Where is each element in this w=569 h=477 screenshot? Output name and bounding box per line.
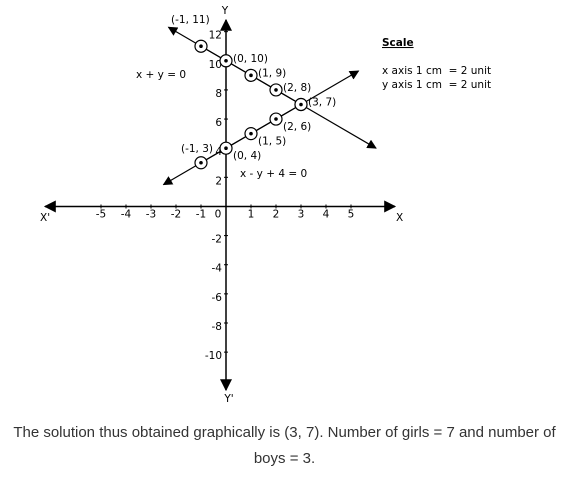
y-tick-label: 12 bbox=[209, 30, 222, 42]
y-tick-label: -4 bbox=[212, 263, 223, 275]
point-label: (1, 5) bbox=[258, 136, 286, 148]
y-tick-label: -6 bbox=[212, 292, 223, 304]
chart: Scale x axis 1 cm = 2 unit y axis 1 cm =… bbox=[40, 5, 491, 405]
y-tick-label: -8 bbox=[212, 321, 222, 333]
axis-label: X bbox=[396, 212, 403, 224]
y-tick-label: -10 bbox=[205, 350, 222, 362]
point-dot bbox=[224, 58, 228, 63]
point-label: (2, 8) bbox=[283, 82, 311, 94]
x-tick-label: -5 bbox=[96, 208, 106, 220]
y-tick-label: 2 bbox=[215, 175, 222, 187]
point-dot bbox=[274, 88, 278, 92]
x-tick-label: 1 bbox=[248, 208, 255, 220]
point-label: (0, 4) bbox=[233, 150, 261, 162]
point-label: (1, 9) bbox=[258, 67, 286, 79]
x-tick-label: 3 bbox=[298, 208, 305, 220]
x-tick-label: 2 bbox=[273, 208, 280, 220]
series-label: x - y + 4 = 0 bbox=[240, 168, 307, 180]
point-dot bbox=[199, 160, 203, 165]
x-tick-label: 0 bbox=[215, 208, 222, 220]
scale-line: y axis 1 cm = 2 unit bbox=[382, 79, 491, 91]
series-label: x + y = 0 bbox=[136, 69, 186, 81]
point-dot bbox=[274, 117, 278, 121]
y-tick-label: 6 bbox=[215, 117, 222, 129]
x-tick-label: -4 bbox=[121, 208, 132, 220]
axis-label: Y' bbox=[223, 393, 233, 405]
point-label: (2, 6) bbox=[283, 121, 311, 133]
point-dot bbox=[249, 131, 253, 136]
point-dot bbox=[249, 73, 253, 78]
y-tick-label: 8 bbox=[215, 88, 222, 100]
x-tick-label: -3 bbox=[146, 208, 156, 220]
axis-label: Y bbox=[221, 5, 229, 17]
axis-label: X' bbox=[40, 212, 50, 224]
x-tick-label: 5 bbox=[348, 208, 355, 220]
point-dot bbox=[224, 146, 228, 150]
y-tick-label: -2 bbox=[212, 234, 222, 246]
x-tick-label: 4 bbox=[323, 208, 330, 220]
scale-line: x axis 1 cm = 2 unit bbox=[382, 65, 491, 77]
point-label: (-1, 11) bbox=[171, 14, 210, 26]
point-label: (-1, 3) bbox=[181, 143, 213, 155]
x-tick-label: -2 bbox=[171, 208, 181, 220]
scale-title: Scale bbox=[382, 37, 414, 49]
x-tick-label: -1 bbox=[196, 208, 206, 220]
point-dot bbox=[299, 102, 303, 107]
point-label: (0, 10) bbox=[233, 53, 268, 65]
point-dot bbox=[199, 44, 203, 49]
caption: The solution thus obtained graphically i… bbox=[13, 424, 556, 467]
